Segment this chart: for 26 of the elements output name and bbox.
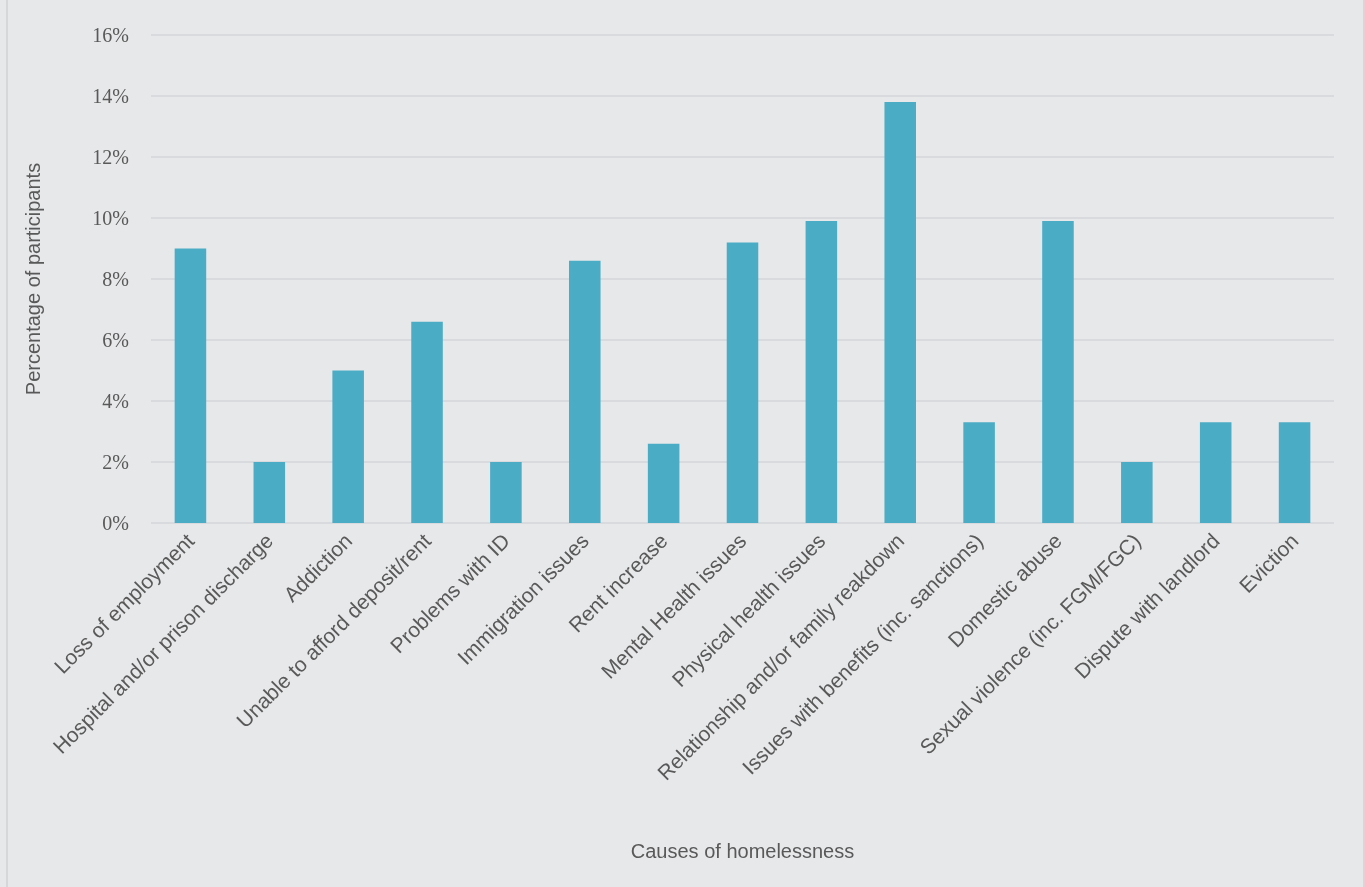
bar [1199, 422, 1232, 523]
y-axis-title: Percentage of participants [22, 162, 44, 396]
y-tick-label: 16% [92, 24, 129, 46]
y-tick-label: 12% [92, 146, 129, 168]
bar [253, 462, 286, 523]
y-tick-label: 10% [92, 207, 129, 229]
y-tick-label: 4% [102, 390, 129, 412]
bar [963, 422, 995, 523]
bar [647, 443, 680, 523]
bar [884, 102, 917, 523]
bar [805, 221, 838, 523]
y-tick-label: 14% [92, 85, 129, 107]
bar [332, 370, 364, 523]
y-tick-label: 2% [102, 451, 129, 473]
bar [1042, 221, 1074, 523]
y-tick-label: 0% [102, 512, 129, 534]
y-tick-label: 6% [102, 329, 129, 351]
bar [490, 462, 522, 523]
bar [1121, 462, 1153, 523]
x-axis-title: Causes of homelessness [630, 840, 855, 862]
bar [568, 260, 601, 523]
bar [174, 248, 207, 523]
bar [726, 242, 759, 523]
y-tick-label: 8% [102, 268, 129, 290]
bar [1278, 422, 1311, 523]
bar [411, 321, 443, 523]
